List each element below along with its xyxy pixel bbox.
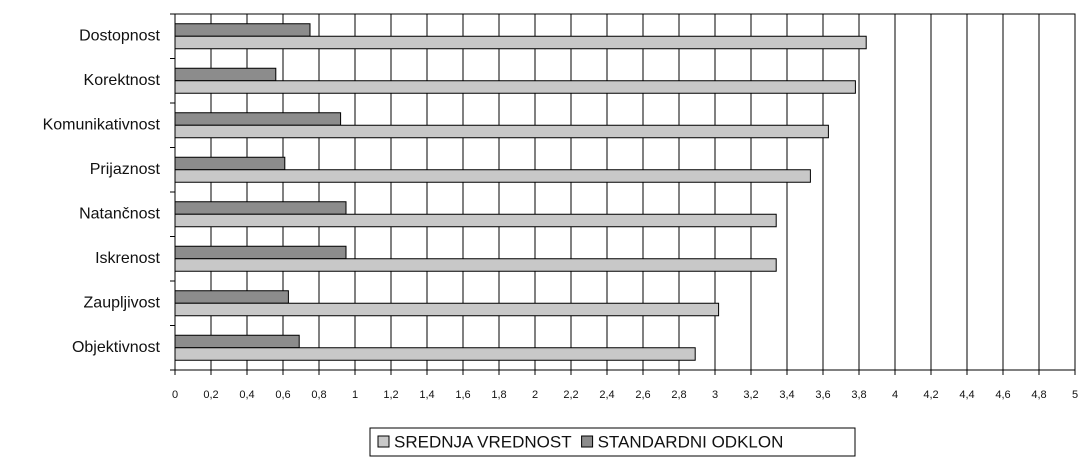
x-tick-label: 4,8 bbox=[1031, 389, 1046, 401]
y-tick-label: Objektivnost bbox=[72, 339, 161, 356]
x-tick-label: 3,8 bbox=[851, 389, 866, 401]
x-tick-label: 0,2 bbox=[203, 389, 218, 401]
bar bbox=[174, 347, 696, 361]
bar bbox=[174, 80, 856, 94]
x-tick-label: 0,4 bbox=[239, 389, 254, 401]
y-tick-label: Dostopnost bbox=[79, 27, 160, 44]
x-tick-label: 0,8 bbox=[311, 389, 326, 401]
y-tick-label: Zaupljivost bbox=[84, 294, 161, 311]
bar bbox=[174, 290, 289, 304]
bar bbox=[174, 258, 777, 272]
x-tick-label: 4,2 bbox=[923, 389, 938, 401]
x-tick-label: 3,6 bbox=[815, 389, 830, 401]
x-tick-label: 5 bbox=[1072, 389, 1078, 401]
x-tick-label: 4,4 bbox=[959, 389, 974, 401]
legend-label: SREDNJA VREDNOST bbox=[394, 432, 572, 451]
x-tick-label: 4,6 bbox=[995, 389, 1010, 401]
x-tick-label: 1,4 bbox=[419, 389, 434, 401]
y-tick-label: Komunikativnost bbox=[43, 116, 161, 133]
legend-swatch bbox=[581, 435, 594, 448]
x-tick-label: 1,2 bbox=[383, 389, 398, 401]
bar bbox=[174, 334, 300, 349]
x-tick-label: 1,8 bbox=[491, 389, 506, 401]
x-tick-label: 2,6 bbox=[635, 389, 650, 401]
bar bbox=[174, 302, 720, 317]
x-tick-label: 2 bbox=[532, 389, 538, 401]
x-tick-label: 2,2 bbox=[563, 389, 578, 401]
x-tick-label: 0 bbox=[172, 389, 178, 401]
x-tick-label: 1,6 bbox=[455, 389, 470, 401]
y-tick-label: Korektnost bbox=[84, 72, 161, 89]
y-tick-label: Prijaznost bbox=[90, 161, 161, 178]
plot-frame bbox=[174, 13, 1076, 371]
bar bbox=[174, 213, 777, 228]
x-tick-label: 2,4 bbox=[599, 389, 614, 401]
bar bbox=[174, 112, 342, 126]
x-tick-label: 3 bbox=[712, 389, 718, 401]
legend-label: STANDARDNI ODKLON bbox=[598, 432, 784, 451]
x-tick-label: 2,8 bbox=[671, 389, 686, 401]
bar bbox=[174, 35, 867, 50]
bar bbox=[174, 23, 311, 37]
bar bbox=[174, 245, 347, 260]
x-tick-label: 1 bbox=[352, 389, 358, 401]
bar bbox=[174, 156, 286, 171]
legend-swatch bbox=[377, 435, 390, 448]
x-tick-label: 0,6 bbox=[275, 389, 290, 401]
bar bbox=[174, 169, 811, 183]
bar bbox=[174, 67, 277, 82]
y-tick-label: Iskrenost bbox=[95, 250, 160, 267]
x-tick-label: 3,4 bbox=[779, 389, 794, 401]
x-tick-label: 4 bbox=[892, 389, 898, 401]
x-tick-label: 3,2 bbox=[743, 389, 758, 401]
bar bbox=[174, 201, 347, 215]
legend-box bbox=[369, 427, 856, 457]
bar bbox=[174, 124, 829, 139]
y-tick-label: Natančnost bbox=[79, 205, 160, 222]
